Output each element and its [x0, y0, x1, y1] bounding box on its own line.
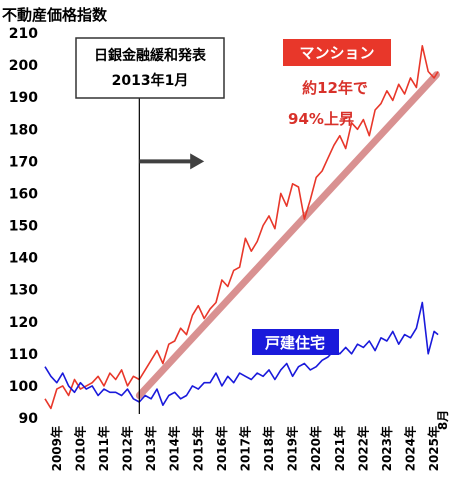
event-title: 日銀金融緩和発表	[94, 47, 207, 64]
condo-note-line-1: 約12年で	[302, 79, 368, 97]
series-layer	[44, 44, 440, 410]
x-tick-label: 2010年	[72, 426, 87, 471]
y-axis: 90 100 110 120 130 140 150 160 170 180 190 200 210	[9, 26, 38, 427]
y-tick-label: 210	[9, 26, 38, 42]
x-tick-label: 2013年	[143, 426, 158, 471]
x-tick-label: 2017年	[237, 426, 252, 471]
x-tick-label: 2025年	[426, 426, 441, 471]
condo-note-line-2: 94%上昇	[288, 110, 354, 128]
y-tick-label: 110	[9, 347, 38, 363]
condo-trend-line	[135, 71, 440, 400]
annotation-layer: 日銀金融緩和発表 2013年1月 マンション 約12年で 94%上昇 戸建住宅 …	[75, 37, 450, 430]
y-tick-label: 200	[9, 58, 38, 74]
x-tick-label: 2011年	[96, 426, 111, 471]
y-tick-label: 130	[9, 283, 38, 299]
y-tick-label: 90	[19, 411, 39, 427]
y-tick-label: 150	[9, 219, 38, 235]
y-tick-label: 120	[9, 315, 38, 331]
x-tick-label: 2020年	[308, 426, 323, 471]
x-tick-label: 2016年	[214, 426, 229, 471]
x-tick-label: 2012年	[120, 426, 135, 471]
chart-title: 不動産価格指数	[2, 6, 108, 24]
x-tick-label: 2018年	[261, 426, 276, 471]
y-tick-label: 170	[9, 154, 38, 170]
x-tick-label: 2009年	[49, 426, 64, 471]
y-tick-label: 100	[9, 379, 38, 395]
x-axis: 2009年 2010年 2011年 2012年 2013年 2014年 2015年 2016年…	[49, 426, 441, 471]
x-tick-label: 2015年	[190, 426, 205, 471]
x-tick-label: 2019年	[285, 426, 300, 471]
house-series-label-box	[252, 329, 339, 355]
x-tick-label: 2014年	[167, 426, 182, 471]
x-tick-label: 2024年	[403, 426, 418, 471]
y-tick-label: 190	[9, 90, 38, 106]
x-tick-label: 2021年	[332, 426, 347, 471]
event-date: 2013年1月	[112, 72, 189, 89]
house-series-label: 戸建住宅	[265, 334, 325, 352]
x-end-label: 8月	[436, 410, 450, 430]
y-tick-label: 140	[9, 251, 38, 267]
y-tick-label: 180	[9, 122, 38, 138]
house-series-line	[44, 301, 439, 407]
arrowhead-icon	[190, 153, 205, 170]
y-tick-label: 160	[9, 186, 38, 202]
condo-series-line	[44, 44, 439, 410]
x-tick-label: 2023年	[379, 426, 394, 471]
condo-series-label-box	[283, 39, 391, 66]
x-tick-label: 2022年	[355, 426, 370, 471]
condo-series-label: マンション	[299, 44, 374, 62]
event-annotation-box	[75, 37, 225, 99]
